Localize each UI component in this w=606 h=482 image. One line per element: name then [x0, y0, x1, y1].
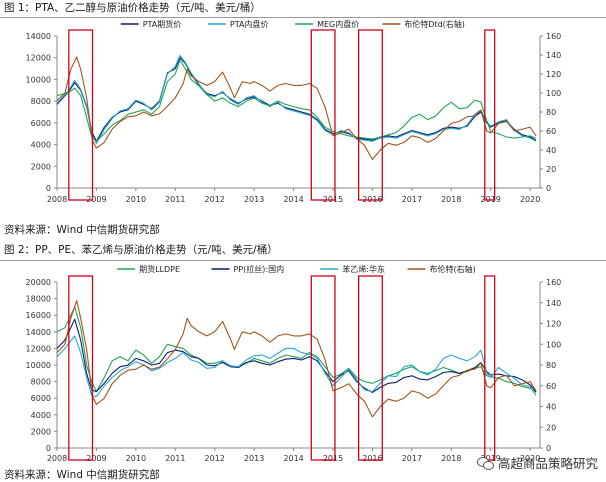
x-tick-label: 2013 [244, 454, 264, 463]
x-tick-label: 2014 [283, 454, 303, 463]
y-left-tick-label: 0 [46, 184, 51, 193]
y-right-tick-label: 80 [546, 108, 556, 117]
x-tick-label: 2018 [441, 195, 461, 204]
y-right-tick-label: 160 [546, 32, 561, 41]
y-right-tick-label: 160 [546, 278, 561, 287]
legend-label-1: PP(拉丝):国内 [234, 264, 285, 274]
y-left-tick-label: 12000 [26, 54, 51, 63]
series-line-2 [56, 59, 537, 142]
x-tick-label: 2010 [126, 454, 146, 463]
y-right-tick-label: 140 [546, 299, 561, 308]
highlight-box-2 [357, 29, 383, 201]
y-left-tick-label: 2000 [31, 427, 51, 436]
figure-2-source: 资料来源：Wind 中信期货研究部 [4, 469, 160, 481]
y-left-tick-label: 0 [46, 444, 51, 453]
y-left-tick-label: 8000 [31, 378, 51, 387]
x-tick-label: 2017 [402, 454, 422, 463]
chart-pta-meg-crude: 0 2000 4000 6000 8000 10000 12000 14000 0 20 40 60 8… [26, 19, 562, 204]
y-left-tick-label: 14000 [26, 32, 51, 41]
y-left-tick-label: 12000 [26, 344, 51, 353]
chart-pp-pe-styrene-crude: 0 2000 4000 6000 8000 10000 12000 14000 16000 180… [26, 264, 562, 463]
x-tick-label: 2020 [520, 454, 540, 463]
y-left-tick-label: 6000 [31, 119, 51, 128]
x-tick-label: 2013 [244, 195, 264, 204]
y-left-tick-label: 14000 [26, 328, 51, 337]
highlight-box-0 [68, 275, 94, 461]
y-right-tick-label: 20 [546, 165, 556, 174]
y-right-tick-label: 140 [546, 51, 561, 60]
y-left-tick-label: 10000 [26, 361, 51, 370]
figure-2-top-rule [0, 260, 606, 261]
legend-label-2: MEG内盘价 [317, 19, 359, 29]
series-line-3 [56, 56, 537, 161]
x-tick-label: 2017 [402, 195, 422, 204]
y-left-tick-label: 18000 [26, 295, 51, 304]
y-right-tick-label: 80 [546, 361, 556, 370]
y-left-tick-label: 10000 [26, 75, 51, 84]
x-tick-label: 2012 [205, 454, 225, 463]
y-right-tick-label: 40 [546, 146, 556, 155]
x-tick-label: 2009 [86, 454, 106, 463]
figure-1-source: 资料来源：Wind 中信期货研究部 [4, 224, 160, 236]
y-right-tick-label: 60 [546, 127, 556, 136]
series-line-3 [56, 300, 537, 418]
wechat-icon [476, 456, 494, 470]
series-line-1 [56, 318, 537, 393]
y-left-tick-label: 4000 [31, 411, 51, 420]
x-tick-label: 2019 [481, 454, 501, 463]
y-left-tick-label: 20000 [26, 278, 51, 287]
x-tick-label: 2009 [86, 195, 106, 204]
y-left-tick-label: 6000 [31, 394, 51, 403]
x-tick-label: 2018 [441, 454, 461, 463]
legend-label-3: 布伦特(右轴) [430, 264, 476, 274]
legend-label-2: 苯乙烯:华东 [342, 264, 385, 274]
y-right-tick-label: 100 [546, 340, 561, 349]
y-left-tick-label: 16000 [26, 311, 51, 320]
highlight-box-1 [310, 275, 336, 461]
y-right-tick-label: 100 [546, 89, 561, 98]
y-right-tick-label: 120 [546, 320, 561, 329]
x-tick-label: 2015 [323, 454, 343, 463]
legend-label-0: 期货LLDPE [139, 264, 180, 274]
legend-label-0: PTA期货价 [143, 19, 182, 29]
legend-label-3: 布伦特Dtd(右轴) [404, 19, 465, 29]
highlight-box-3 [484, 29, 496, 201]
series-line-0 [56, 57, 537, 142]
y-right-tick-label: 20 [546, 423, 556, 432]
x-tick-label: 2011 [165, 195, 185, 204]
x-tick-label: 2010 [126, 195, 146, 204]
x-tick-label: 2016 [362, 454, 382, 463]
y-left-tick-label: 4000 [31, 141, 51, 150]
y-left-tick-label: 8000 [31, 97, 51, 106]
x-tick-label: 2008 [47, 454, 67, 463]
figure-1-top-rule [0, 17, 606, 18]
y-right-tick-label: 60 [546, 382, 556, 391]
series-line-2 [56, 335, 537, 398]
y-right-tick-label: 40 [546, 403, 556, 412]
series-line-1 [56, 54, 537, 145]
watermark: 高超商品策略研究 [476, 453, 598, 472]
x-tick-label: 2012 [205, 195, 225, 204]
highlight-box-0 [68, 29, 94, 201]
x-tick-label: 2011 [165, 454, 185, 463]
highlight-box-2 [357, 275, 383, 461]
figure-2-title: 图 2：PP、PE、苯乙烯与原油价格走势（元/吨、美元/桶） [4, 244, 278, 256]
y-left-tick-label: 2000 [31, 162, 51, 171]
figure-1-title: 图 1：PTA、乙二醇与原油价格走势（元/吨、美元/桶） [4, 2, 261, 14]
highlight-box-3 [484, 275, 496, 461]
y-right-tick-label: 120 [546, 70, 561, 79]
y-right-tick-label: 0 [546, 184, 551, 193]
highlight-box-1 [310, 29, 336, 201]
x-tick-label: 2008 [47, 195, 67, 204]
x-tick-label: 2020 [520, 195, 540, 204]
legend-label-1: PTA内盘价 [230, 19, 269, 29]
y-right-tick-label: 0 [546, 444, 551, 453]
watermark-text: 高超商品策略研究 [497, 456, 598, 471]
x-tick-label: 2014 [283, 195, 303, 204]
